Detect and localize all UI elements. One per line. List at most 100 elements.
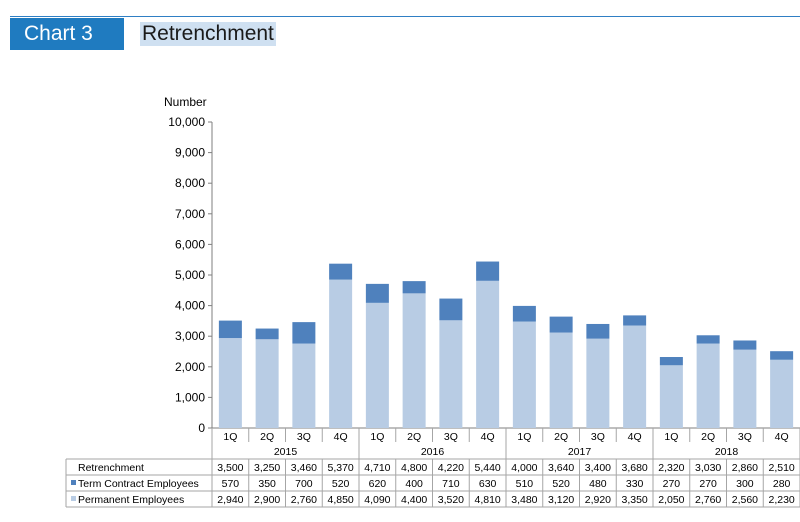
x-tick-label: 1Q <box>517 431 531 443</box>
data-label-permanent-employees: 4,090 <box>364 494 390 506</box>
data-label-permanent-employees: 2,230 <box>768 494 794 506</box>
bar-term-contract-employees <box>292 322 316 344</box>
x-tick-label: 2Q <box>554 431 568 443</box>
data-label-permanent-employees: 2,900 <box>254 494 280 506</box>
chart-number-label: Chart 3 <box>10 18 124 50</box>
x-tick-label: 1Q <box>370 431 384 443</box>
data-label-term-contract-employees: 270 <box>663 478 681 490</box>
data-label-retrenchment: 3,680 <box>621 462 647 474</box>
data-label-permanent-employees: 3,350 <box>621 494 647 506</box>
y-tick-label: 6,000 <box>175 237 205 251</box>
data-label-permanent-employees: 2,760 <box>291 494 317 506</box>
data-label-term-contract-employees: 300 <box>736 478 754 490</box>
year-label: 2018 <box>715 446 739 458</box>
data-label-retrenchment: 5,440 <box>474 462 500 474</box>
data-label-permanent-employees: 3,520 <box>438 494 464 506</box>
bar-permanent-employees <box>733 349 757 428</box>
bar-permanent-employees <box>549 332 573 428</box>
bar-term-contract-employees <box>659 357 683 366</box>
year-label: 2017 <box>568 446 592 458</box>
bar-permanent-employees <box>659 365 683 428</box>
data-label-retrenchment: 3,460 <box>291 462 317 474</box>
bar-permanent-employees <box>402 293 426 428</box>
legend-label-permanent-employees: Permanent Employees <box>78 494 184 506</box>
bar-permanent-employees <box>255 339 279 428</box>
bar-permanent-employees <box>218 338 242 428</box>
data-label-permanent-employees: 2,560 <box>732 494 758 506</box>
bar-term-contract-employees <box>439 298 463 321</box>
data-label-retrenchment: 4,800 <box>401 462 427 474</box>
bar-permanent-employees <box>476 280 500 428</box>
y-tick-label: 2,000 <box>175 360 205 374</box>
data-label-retrenchment: 2,510 <box>768 462 794 474</box>
legend-label-term-contract-employees: Term Contract Employees <box>78 478 199 490</box>
bar-term-contract-employees <box>623 315 647 326</box>
x-tick-label: 2Q <box>701 431 715 443</box>
y-tick-label: 7,000 <box>175 207 205 221</box>
bar-term-contract-employees <box>696 335 720 344</box>
x-tick-label: 3Q <box>738 431 752 443</box>
x-tick-label: 4Q <box>481 431 495 443</box>
data-label-retrenchment: 2,320 <box>658 462 684 474</box>
data-label-retrenchment: 4,710 <box>364 462 390 474</box>
bar-term-contract-employees <box>402 281 426 294</box>
data-label-permanent-employees: 2,940 <box>217 494 243 506</box>
data-label-term-contract-employees: 700 <box>295 478 313 490</box>
data-label-retrenchment: 2,860 <box>732 462 758 474</box>
y-tick-label: 3,000 <box>175 329 205 343</box>
data-label-retrenchment: 4,000 <box>511 462 537 474</box>
bar-term-contract-employees <box>733 340 757 350</box>
x-tick-label: 2Q <box>407 431 421 443</box>
bar-permanent-employees <box>623 325 647 428</box>
data-label-term-contract-employees: 330 <box>626 478 644 490</box>
y-tick-label: 9,000 <box>175 146 205 160</box>
year-label: 2015 <box>274 446 298 458</box>
bar-permanent-employees <box>329 279 353 428</box>
y-tick-label: 5,000 <box>175 268 205 282</box>
data-label-permanent-employees: 4,850 <box>327 494 353 506</box>
bar-permanent-employees <box>292 343 316 428</box>
data-label-retrenchment: 4,220 <box>438 462 464 474</box>
bar-term-contract-employees <box>512 305 536 322</box>
data-label-term-contract-employees: 400 <box>405 478 423 490</box>
data-label-term-contract-employees: 520 <box>552 478 570 490</box>
y-tick-label: 10,000 <box>168 115 205 129</box>
y-tick-label: 1,000 <box>175 390 205 404</box>
x-tick-label: 3Q <box>444 431 458 443</box>
bar-term-contract-employees <box>476 261 500 281</box>
bar-term-contract-employees <box>770 351 794 360</box>
bar-term-contract-employees <box>586 323 610 339</box>
bar-permanent-employees <box>586 338 610 428</box>
data-label-term-contract-employees: 350 <box>258 478 276 490</box>
x-tick-label: 1Q <box>223 431 237 443</box>
data-label-permanent-employees: 3,480 <box>511 494 537 506</box>
data-label-term-contract-employees: 710 <box>442 478 460 490</box>
y-tick-label: 4,000 <box>175 299 205 313</box>
legend-key-term-contract-employees <box>71 480 76 485</box>
bar-term-contract-employees <box>549 316 573 333</box>
legend-label-retrenchment: Retrenchment <box>78 462 144 474</box>
data-label-term-contract-employees: 270 <box>699 478 717 490</box>
x-tick-label: 3Q <box>297 431 311 443</box>
x-tick-label: 3Q <box>591 431 605 443</box>
bar-permanent-employees <box>365 302 389 428</box>
data-label-term-contract-employees: 480 <box>589 478 607 490</box>
data-label-permanent-employees: 2,050 <box>658 494 684 506</box>
year-label: 2016 <box>421 446 445 458</box>
bar-term-contract-employees <box>365 283 389 303</box>
data-label-permanent-employees: 3,120 <box>548 494 574 506</box>
chart-title: Retrenchment <box>140 22 276 46</box>
data-label-term-contract-employees: 620 <box>369 478 387 490</box>
x-tick-label: 4Q <box>775 431 789 443</box>
bar-permanent-employees <box>439 320 463 428</box>
x-tick-label: 1Q <box>664 431 678 443</box>
data-label-retrenchment: 3,250 <box>254 462 280 474</box>
data-label-permanent-employees: 2,920 <box>585 494 611 506</box>
bar-term-contract-employees <box>218 320 242 339</box>
bar-permanent-employees <box>770 359 794 428</box>
bar-permanent-employees <box>696 343 720 428</box>
data-label-term-contract-employees: 630 <box>479 478 497 490</box>
data-label-retrenchment: 3,030 <box>695 462 721 474</box>
bar-term-contract-employees <box>329 263 353 280</box>
